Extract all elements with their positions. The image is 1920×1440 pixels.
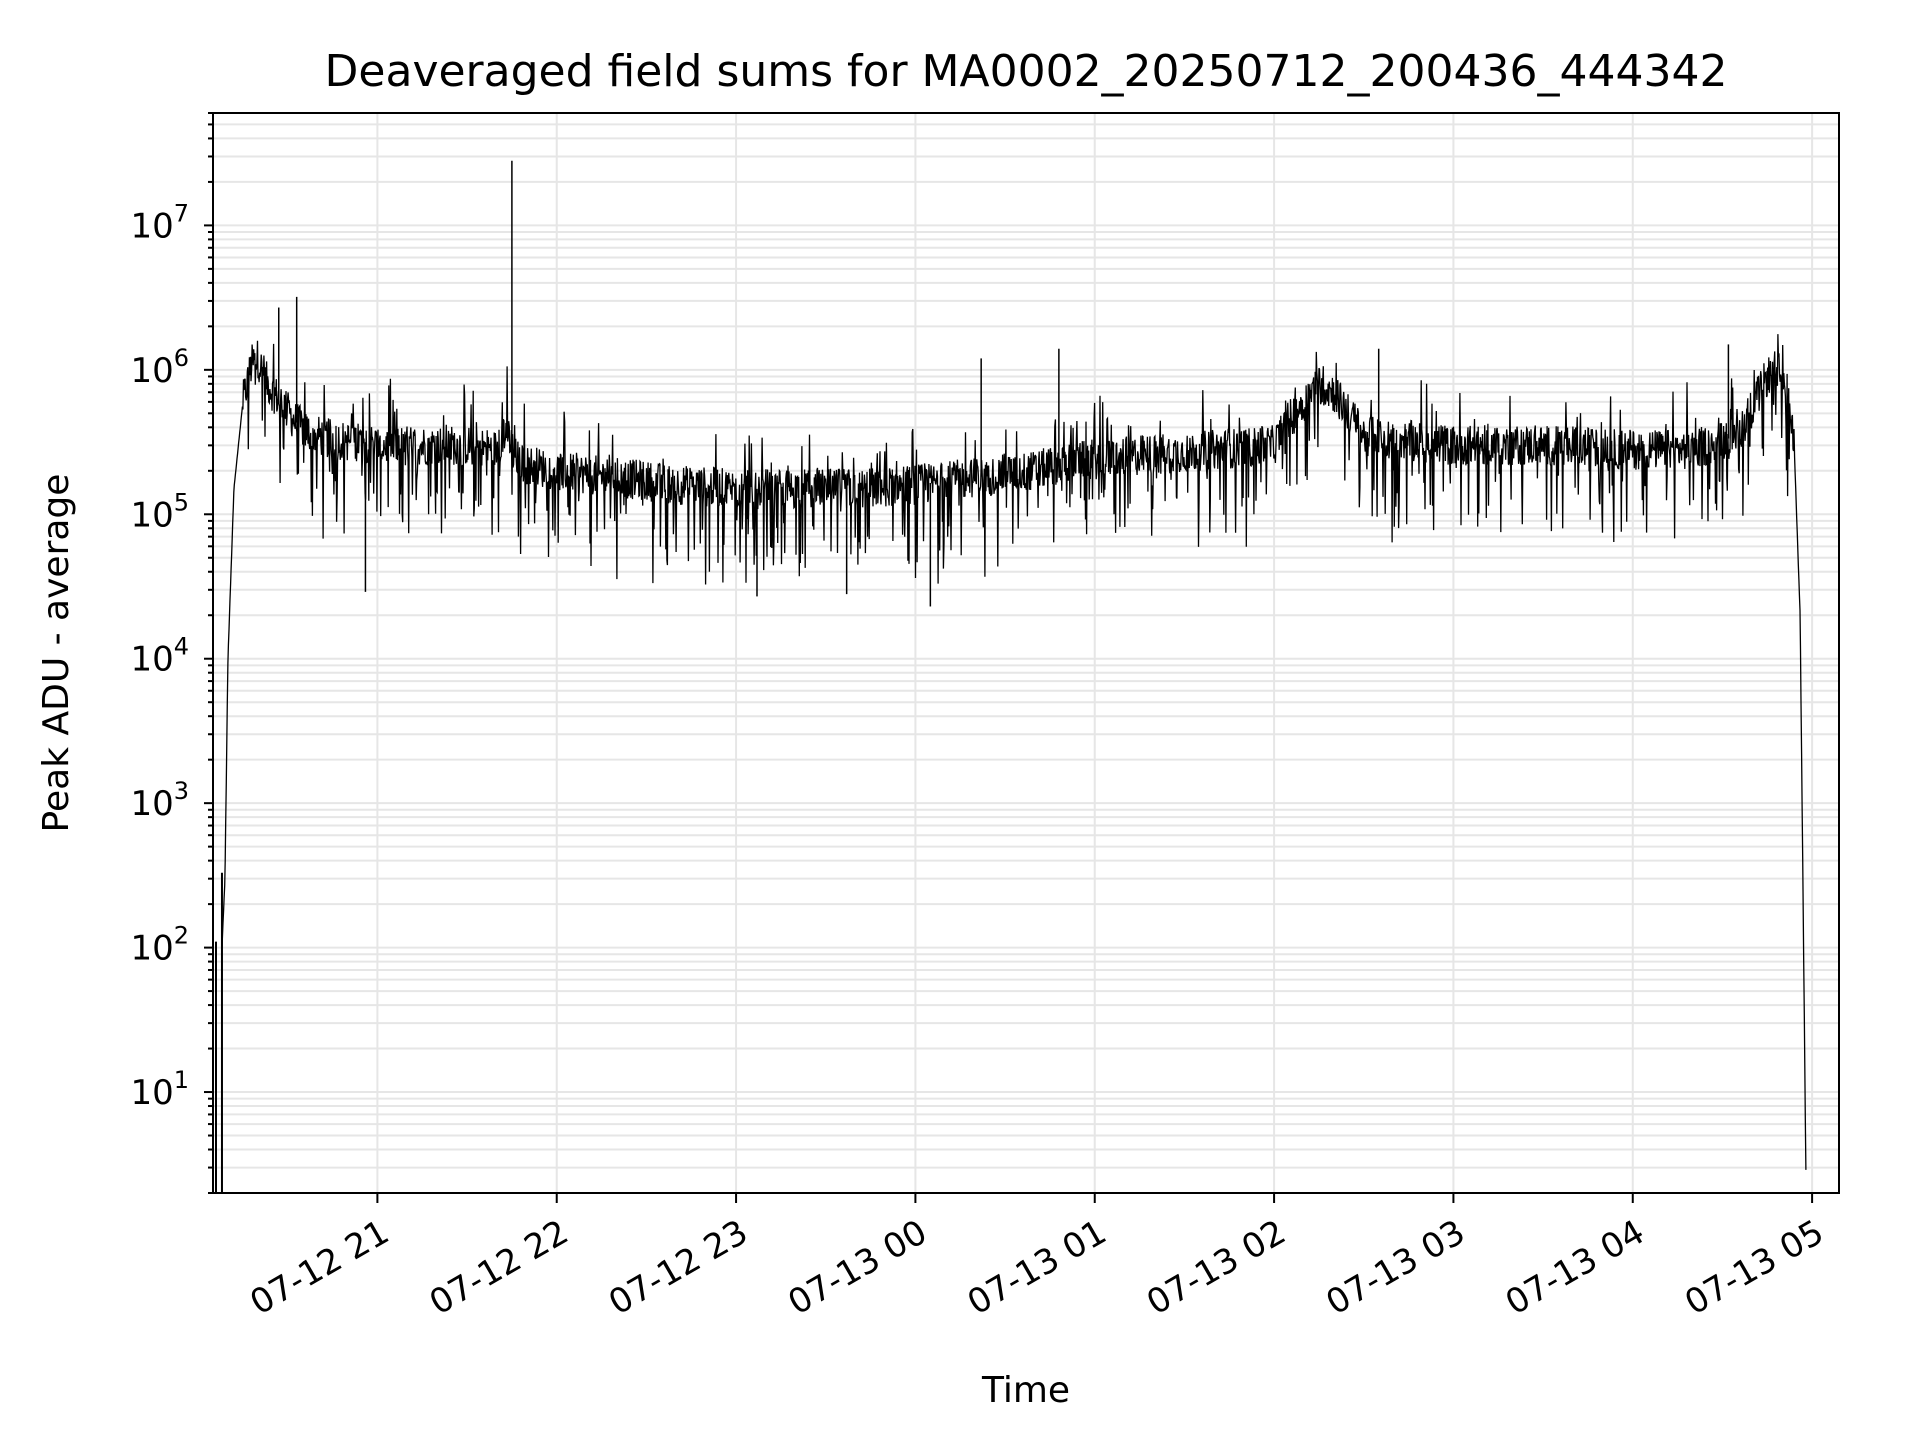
x-axis-title: Time (981, 1370, 1070, 1411)
y-axis-title: Peak ADU - average (36, 474, 77, 833)
series-layer (214, 160, 1807, 1193)
y-tick-label-exponent: 6 (174, 344, 189, 372)
y-tick-label: 105 (130, 488, 189, 535)
y-tick-label: 107 (130, 199, 189, 246)
plot-frame (212, 112, 1840, 1194)
y-tick-label-base: 10 (130, 929, 173, 969)
y-tick-label-exponent: 3 (174, 777, 189, 805)
y-tick-label-exponent: 5 (174, 488, 189, 516)
y-tick-label-base: 10 (130, 206, 173, 246)
y-tick-label: 104 (130, 633, 189, 680)
y-tick-label-exponent: 2 (174, 922, 189, 950)
grid (213, 112, 1839, 1194)
y-tick-label: 103 (130, 777, 189, 824)
y-tick-label-exponent: 4 (174, 633, 189, 661)
y-tick-label: 101 (130, 1066, 189, 1113)
y-tick-label-base: 10 (130, 640, 173, 680)
y-tick-label-base: 10 (130, 1073, 173, 1113)
y-tick-label-exponent: 1 (174, 1066, 189, 1094)
y-tick-label-base: 10 (130, 495, 173, 535)
y-tick-label-exponent: 7 (174, 199, 189, 227)
y-tick-label: 102 (130, 922, 189, 969)
chart-title: Deaveraged field sums for MA0002_2025071… (325, 46, 1728, 97)
y-tick-label-base: 10 (130, 784, 173, 824)
y-tick-label: 106 (130, 344, 189, 391)
y-tick-label-base: 10 (130, 351, 173, 391)
series-line (221, 334, 1807, 1170)
